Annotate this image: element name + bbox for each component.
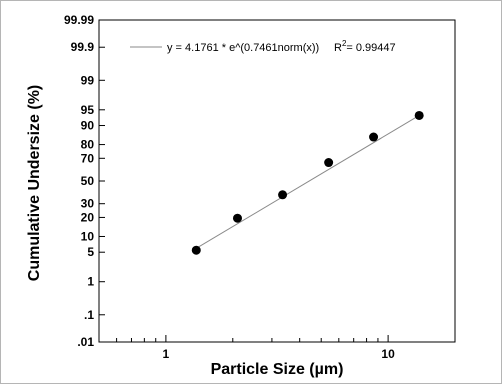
y-tick-label: 5 (87, 245, 94, 259)
data-point (191, 245, 201, 255)
fit-line-group (196, 115, 420, 249)
y-tick-label: 1 (87, 275, 94, 289)
data-point (278, 190, 288, 200)
y-tick-label: 20 (81, 210, 95, 224)
plot-area (98, 19, 456, 343)
data-point (414, 110, 424, 120)
data-points (191, 110, 424, 255)
y-tick-label: 95 (81, 103, 95, 117)
legend-r-squared: R2= 0.99447 (334, 39, 396, 54)
y-tick-label: 99.99 (64, 13, 94, 27)
data-point (369, 132, 379, 142)
data-point (232, 213, 242, 223)
y-tick-label: 90 (81, 119, 95, 133)
legend-equation: y = 4.1761 * e^(0.7461norm(x)) (167, 42, 319, 54)
y-tick-label: .1 (84, 308, 94, 322)
y-tick-label: 70 (81, 151, 95, 165)
y-tick-label: 80 (81, 138, 95, 152)
y-tick-label: 99 (81, 73, 95, 87)
x-tick-label: 10 (381, 347, 395, 361)
y-tick-label: .01 (77, 335, 94, 349)
y-tick-label: 30 (81, 197, 95, 211)
x-tick-label: 1 (163, 347, 170, 361)
fit-line (196, 115, 420, 249)
y-tick-label: 99.9 (71, 40, 95, 54)
data-point (324, 158, 334, 168)
x-axis-title: Particle Size (µm) (211, 361, 344, 378)
y-tick-label: 50 (81, 174, 95, 188)
y-tick-label: 10 (81, 229, 95, 243)
y-axis-title: Cumulative Undersize (%) (26, 85, 43, 281)
legend: y = 4.1761 * e^(0.7461norm(x)) R2= 0.994… (130, 39, 396, 54)
x-axis-ticks: 1 10 (98, 335, 456, 361)
